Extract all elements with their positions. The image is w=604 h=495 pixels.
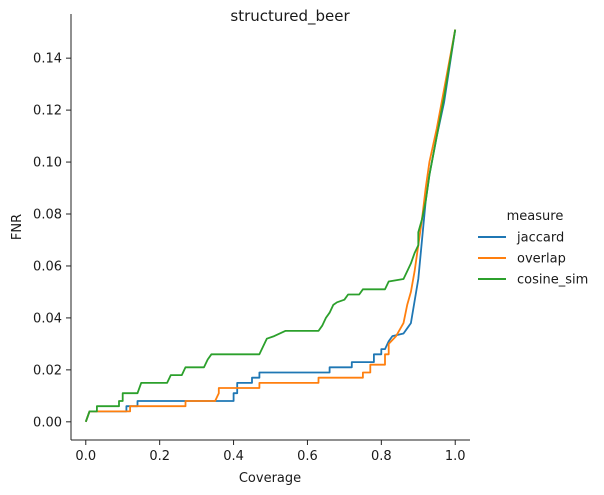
legend: measure jaccard overlap cosine_sim xyxy=(478,209,588,288)
y-tick-label: 0.06 xyxy=(33,259,62,274)
x-tick-label: 0.6 xyxy=(297,449,318,464)
legend-title: measure xyxy=(507,209,564,224)
legend-label-overlap: overlap xyxy=(517,252,566,267)
series-line-overlap xyxy=(84,29,457,423)
chart-title: structured_beer xyxy=(230,7,350,26)
y-tick-label: 0.10 xyxy=(33,156,62,171)
legend-label-jaccard: jaccard xyxy=(516,231,564,246)
y-tick-label: 0.04 xyxy=(33,311,62,326)
x-tick-label: 0.2 xyxy=(149,449,170,464)
plot-area: 0.0 0.2 0.4 0.6 0.8 1.0 0.000.020.040.060.080… xyxy=(33,14,470,464)
y-tick-label: 0.12 xyxy=(33,104,62,119)
y-tick-label: 0.08 xyxy=(33,208,62,223)
series-line-jaccard xyxy=(84,29,457,423)
x-axis-label: Coverage xyxy=(239,471,301,486)
legend-label-cosine_sim: cosine_sim xyxy=(517,273,588,288)
y-axis-label: FNR xyxy=(10,214,25,240)
x-tick-label: 0.0 xyxy=(75,449,96,464)
x-tick-label: 0.8 xyxy=(371,449,392,464)
y-ticks: 0.00 0.02 0.04 0.06 0.08 0.10 0.12 0.14 xyxy=(33,52,71,430)
y-tick-label: 0.14 xyxy=(33,52,62,67)
x-ticks: 0.0 0.2 0.4 0.6 0.8 1.0 xyxy=(75,440,466,464)
y-tick-label: 0.00 xyxy=(33,415,62,430)
series-lines xyxy=(84,29,457,423)
series-line-cosine_sim xyxy=(84,29,457,423)
y-tick-label: 0.02 xyxy=(33,363,62,378)
x-tick-label: 0.4 xyxy=(223,449,244,464)
x-tick-label: 1.0 xyxy=(445,449,466,464)
